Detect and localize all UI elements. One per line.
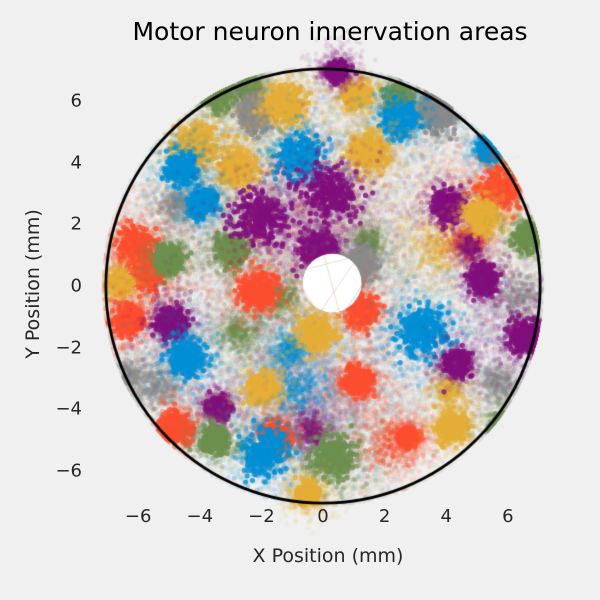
y-tick-label: 6 (70, 90, 82, 112)
y-tick-label: −2 (55, 337, 82, 359)
y-tick-label: 0 (70, 275, 82, 297)
x-tick-label: −6 (124, 506, 152, 527)
y-axis-label: Y Position (mm) (22, 209, 44, 359)
chart-title: Motor neuron innervation areas (132, 17, 528, 46)
x-tick-label: 4 (440, 506, 452, 527)
x-axis-label: X Position (mm) (252, 545, 404, 567)
y-tick-label: −4 (55, 398, 82, 420)
x-tick-label: 0 (317, 506, 329, 527)
x-tick-label: 6 (502, 506, 514, 527)
x-tick-label: −2 (248, 506, 275, 527)
y-tick-label: 2 (70, 213, 82, 235)
y-tick-label: −6 (55, 460, 82, 482)
x-tick-label: −4 (186, 506, 214, 527)
x-tick-label: 2 (378, 506, 391, 527)
y-tick-label: 4 (70, 152, 82, 174)
